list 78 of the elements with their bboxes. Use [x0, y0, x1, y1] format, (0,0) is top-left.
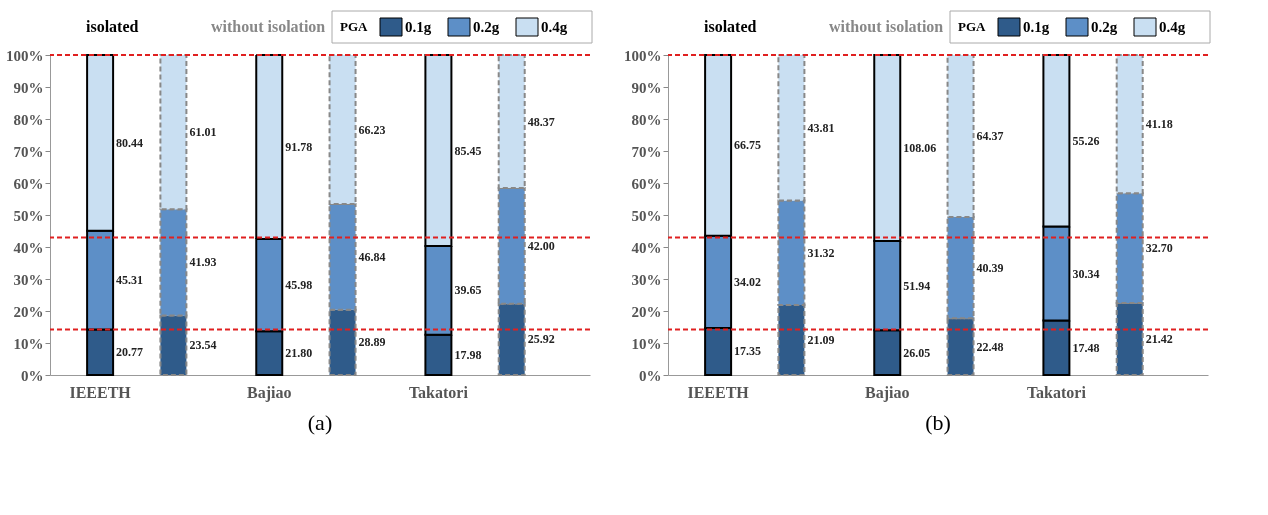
annotation: 34.02: [734, 274, 762, 289]
annotation: 21.09: [807, 332, 835, 347]
annotation: 21.80: [285, 346, 313, 361]
text: isolated: [86, 18, 139, 35]
y-tick-label: 90%: [13, 79, 44, 96]
y-tick-label: 40%: [13, 239, 44, 256]
y-tick-label: 0%: [21, 367, 44, 384]
y-tick-label: 30%: [631, 271, 662, 288]
y-tick-label: 50%: [631, 207, 662, 224]
annotation: 25.92: [527, 332, 555, 347]
x-tick-label: Bajiao: [865, 384, 910, 402]
annotation: 80.44: [116, 135, 144, 150]
annotation: 45.98: [285, 278, 313, 293]
annotation: 32.70: [1145, 241, 1173, 256]
annotation: 28.89: [358, 335, 386, 350]
text: (b): [925, 410, 951, 435]
annotation: 66.23: [358, 122, 386, 137]
annotation: 46.84: [358, 249, 386, 264]
y-tick-label: 100%: [6, 47, 44, 64]
y-tick-label: 30%: [13, 271, 44, 288]
annotation: 22.48: [976, 339, 1004, 354]
annotation: 39.65: [454, 283, 482, 298]
annotation: 108.06: [903, 140, 937, 155]
text: without isolation: [211, 18, 326, 35]
annotation: 17.35: [734, 344, 762, 359]
annotation: 85.45: [454, 143, 482, 158]
y-tick-label: 20%: [13, 303, 44, 320]
annotation: 20.77: [116, 345, 144, 360]
annotation: 61.01: [189, 125, 217, 140]
y-tick-label: 90%: [631, 79, 662, 96]
legend-title: PGA: [340, 19, 369, 34]
annotation: 41.93: [189, 255, 217, 270]
legend-title: PGA: [958, 19, 987, 34]
annotation: 30.34: [1072, 266, 1100, 281]
text: without isolation: [829, 18, 944, 35]
x-tick-label: IEEETH: [69, 384, 132, 401]
annotation: 21.42: [1145, 332, 1173, 346]
annotation: 48.37: [527, 114, 555, 129]
y-tick-label: 10%: [631, 335, 662, 352]
y-tick-label: 80%: [13, 111, 44, 128]
annotation: 91.78: [285, 140, 313, 154]
y-tick-label: 40%: [631, 239, 662, 256]
legend-label: 0.2g: [1091, 19, 1118, 35]
y-tick-label: 10%: [13, 335, 44, 352]
annotation: 26.05: [903, 345, 931, 360]
annotation: 41.18: [1145, 117, 1173, 132]
text: isolated: [704, 18, 757, 35]
annotation: 64.37: [976, 128, 1004, 143]
y-tick-label: 60%: [13, 175, 44, 192]
legend-label: 0.4g: [1159, 19, 1186, 35]
legend-label: 0.2g: [473, 19, 500, 35]
y-tick-label: 80%: [631, 111, 662, 128]
annotation: 42.00: [527, 238, 555, 253]
y-tick-label: 60%: [631, 175, 662, 192]
legend-label: 0.1g: [1023, 19, 1050, 35]
legend-label: 0.1g: [405, 19, 432, 35]
annotation: 23.54: [189, 338, 217, 353]
x-tick-label: Takatori: [1026, 384, 1087, 401]
y-tick-label: 50%: [13, 207, 44, 224]
annotation: 31.32: [807, 245, 835, 260]
annotation: 43.81: [807, 120, 835, 135]
text: (a): [307, 410, 333, 435]
annotation: 40.39: [976, 260, 1004, 275]
x-tick-label: IEEETH: [687, 384, 750, 401]
annotation: 55.26: [1072, 133, 1100, 148]
y-tick-label: 70%: [631, 143, 662, 160]
y-tick-label: 70%: [13, 143, 44, 160]
y-tick-label: 20%: [631, 303, 662, 320]
legend-label: 0.4g: [541, 19, 568, 35]
annotation: 45.31: [116, 273, 144, 288]
annotation: 17.48: [1072, 340, 1100, 355]
y-tick-label: 100%: [624, 47, 662, 64]
x-tick-label: Takatori: [408, 384, 469, 401]
x-tick-label: Bajiao: [247, 384, 292, 402]
annotation: 17.98: [454, 347, 482, 362]
annotation: 66.75: [734, 138, 762, 153]
annotation: 51.94: [903, 278, 931, 293]
y-tick-label: 0%: [639, 367, 662, 384]
